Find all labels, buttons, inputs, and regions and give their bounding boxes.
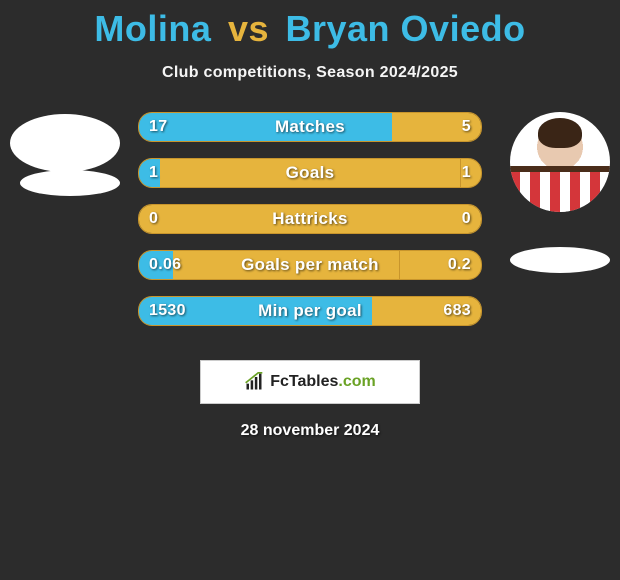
logo-main: FcTables [270,373,338,390]
stat-row: Goals1 1 [138,158,482,188]
right-value: 0 [462,205,471,233]
vs-label: vs [228,8,269,49]
player1-name: Molina [94,8,211,49]
stat-row: Hattricks0 0 [138,204,482,234]
left-value: 1 [149,159,158,187]
right-value: 0.2 [448,251,471,279]
stat-label: Goals per match [139,251,481,279]
snapshot-date: 28 november 2024 [0,422,620,440]
right-value: 1 [462,159,471,187]
player2-name: Bryan Oviedo [286,8,526,49]
left-value: 1530 [149,297,186,325]
fctables-logo: FcTables.com [200,360,420,404]
left-value: 17 [149,113,167,141]
stat-label: Min per goal [139,297,481,325]
stat-label: Goals [139,159,481,187]
chart-icon [244,372,264,392]
player1-shadow [20,170,120,196]
subtitle: Club competitions, Season 2024/2025 [0,64,620,82]
stat-bars: Matches17 5 Goals1 1 Hattricks0 0 Goals per ma… [138,112,482,342]
player1-avatar [10,114,120,172]
stat-label: Matches [139,113,481,141]
left-value: 0.06 [149,251,181,279]
stat-row: Min per goal1530 683 [138,296,482,326]
player2-avatar [510,112,610,212]
logo-text: FcTables.com [270,373,376,391]
player2-shadow [510,247,610,273]
right-value: 5 [462,113,471,141]
left-value: 0 [149,205,158,233]
stat-label: Hattricks [139,205,481,233]
logo-suffix: .com [338,373,375,390]
comparison-title: Molina vs Bryan Oviedo [0,0,620,50]
stat-row: Goals per match0.06 0.2 [138,250,482,280]
right-value: 683 [443,297,471,325]
stat-row: Matches17 5 [138,112,482,142]
